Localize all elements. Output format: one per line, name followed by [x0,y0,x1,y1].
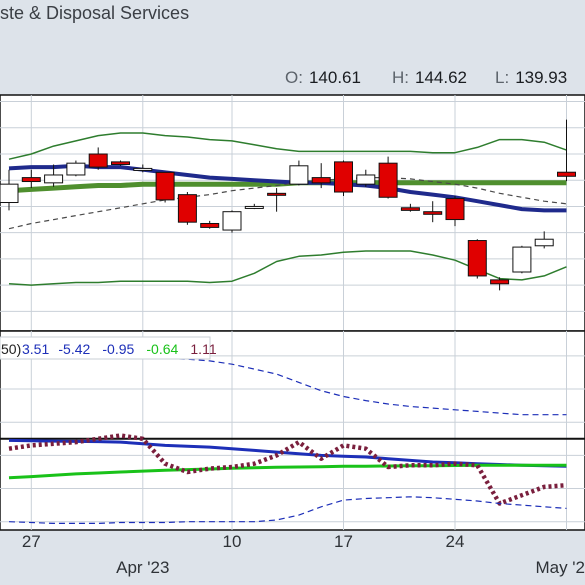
indicator-readout: -0.64 [146,341,178,357]
candle-body [557,171,576,177]
candle-body [0,183,19,204]
candle [0,169,19,211]
candle [111,160,130,166]
candle [289,160,309,186]
candle-body [356,174,376,185]
indicator-readout: 3.51 [22,341,49,357]
high-value: 144.62 [415,68,467,87]
candle-body [311,177,331,184]
candle [133,164,153,173]
x-tick-label: 27 [21,532,41,551]
candle-body [66,162,86,176]
candle [512,245,532,274]
candle-body [244,205,264,209]
x-tick-label: Apr '23 [116,558,170,577]
x-axis: 27 Apr '23 10 17 24 May '2 [0,530,585,585]
candlesticks [0,119,576,291]
candle [490,277,510,291]
candle [445,195,465,227]
candle-body [177,194,197,223]
indicator-dotted-oscillator [8,433,567,506]
candle [88,147,108,170]
candle-body [21,177,41,183]
candle [177,192,197,225]
candle-body [88,153,108,168]
candle-body [512,246,532,273]
candle-body [490,279,510,285]
candle [244,203,264,210]
candle [467,239,487,279]
candle [423,201,443,223]
low-readout: L: 139.93 [495,68,567,88]
open-key: O: [285,68,303,87]
candle [400,203,420,212]
low-value: 139.93 [515,68,568,87]
candle [21,169,41,189]
indicator-legend-fragment: 50) [1,341,21,357]
indicator-dashed-lower [8,496,567,524]
high-readout: H: 144.62 [392,68,467,88]
candle-body [423,211,443,215]
x-tick-label: 24 [445,532,465,551]
candle-body [222,211,242,231]
candle [222,210,242,233]
x-tick-label: 10 [222,532,242,551]
candle-body [111,161,130,165]
indicator-readout: -0.95 [102,341,134,357]
candle [267,188,287,212]
price-grid [0,95,585,331]
candle [557,119,576,182]
x-tick-label: May '2 [535,558,585,577]
overlay-dashed-ma [8,177,567,230]
open-value: 140.61 [308,68,361,87]
chart-title: ste & Disposal Services [0,3,190,23]
indicator-series [8,349,567,524]
candle-body [155,171,175,201]
candle-body [289,165,309,185]
indicator-legend-box [0,336,211,360]
open-readout: O: 140.61 [285,68,361,88]
high-key: H: [392,68,409,87]
price-panel-background [0,94,585,332]
candle-body [534,238,554,247]
candle-body [44,174,64,184]
candle-body [200,222,220,228]
candle-body [378,162,398,198]
indicator-readout: 1.11 [190,341,216,357]
candle [356,169,376,187]
candle [378,156,398,199]
candle [534,231,554,249]
candle-body [334,161,353,193]
candle [334,160,353,196]
indicator-legend: 50) 3.51 -5.42 -0.95 -0.64 1.11 [0,336,217,360]
indicator-readout: -5.42 [58,341,90,357]
candle-body [445,198,465,221]
candle [155,171,175,203]
candle [44,164,64,187]
candle-body [400,207,420,211]
candle [311,163,331,189]
overlay-upper-band [8,132,567,160]
candle [66,160,86,177]
candle-body [267,192,287,196]
candle [200,220,220,229]
x-tick-label: 17 [334,532,353,551]
candle-body [133,167,153,171]
low-key: L: [495,68,510,87]
candle-body [467,240,487,277]
indicator-panel-background [0,330,585,531]
